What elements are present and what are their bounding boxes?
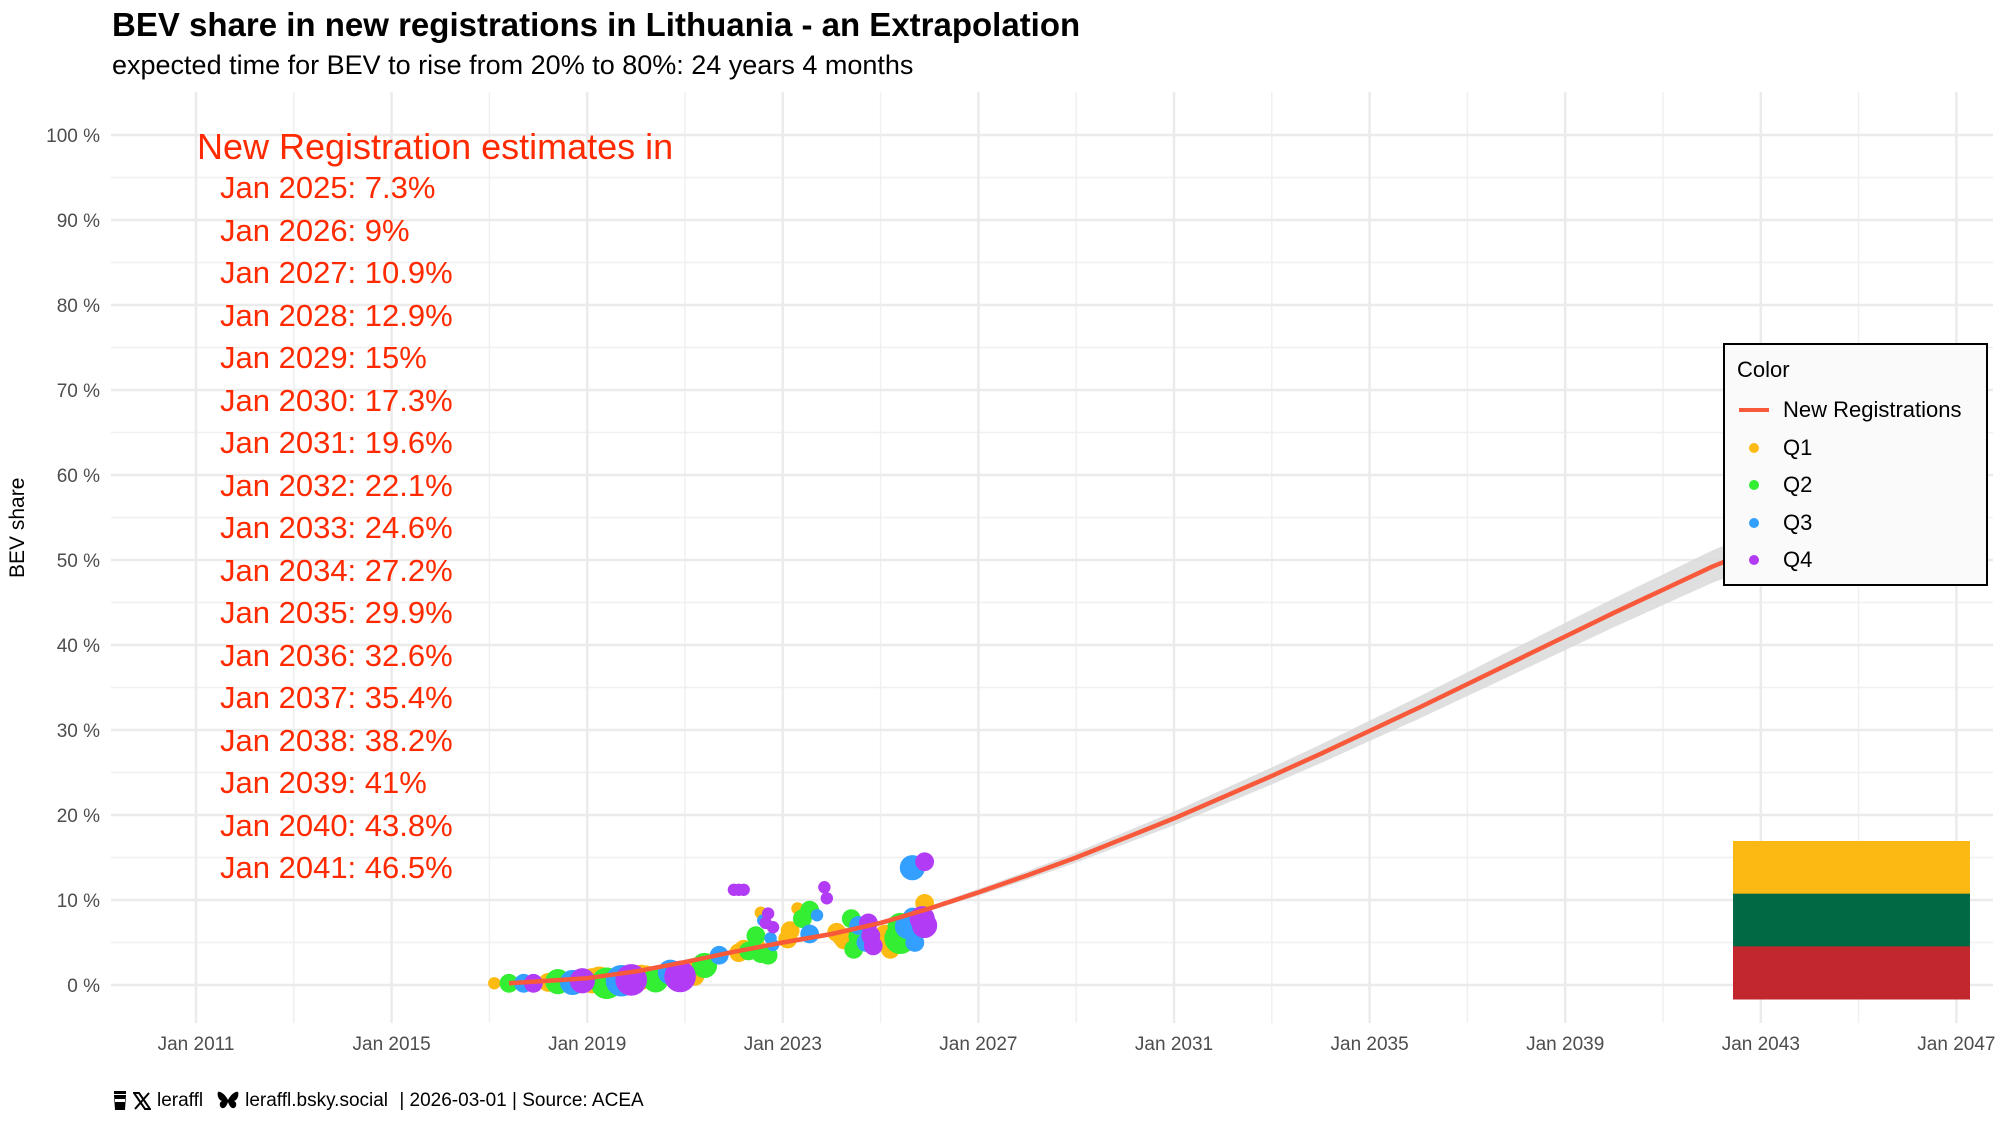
data-point-q1 (780, 921, 800, 940)
flag-stripe (1733, 841, 1970, 895)
legend-dot-key-icon (1737, 508, 1771, 538)
y-tick-label: 100 % (46, 126, 100, 147)
x-logo-icon (133, 1092, 151, 1110)
data-point-q3 (810, 909, 824, 922)
y-tick-label: 30 % (57, 721, 100, 742)
x-tick-label: Jan 2043 (1722, 1034, 1800, 1055)
y-tick-label: 90 % (57, 211, 100, 232)
annotation-line: Jan 2041: 46.5% (220, 850, 453, 885)
x-tick-label: Jan 2031 (1135, 1034, 1213, 1055)
annotation-line: Jan 2037: 35.4% (220, 680, 453, 715)
y-tick-label: 20 % (57, 806, 100, 827)
chart-title: BEV share in new registrations in Lithua… (112, 6, 1081, 43)
y-tick-label: 10 % (57, 891, 100, 912)
data-point-q1 (488, 977, 501, 990)
bsky-handle[interactable]: leraffl.bsky.social (245, 1090, 389, 1111)
chart-subtitle: expected time for BEV to rise from 20% t… (112, 50, 914, 80)
y-tick-label: 60 % (57, 466, 100, 487)
x-handle[interactable]: leraffl (157, 1090, 204, 1111)
y-tick-label: 0 % (67, 976, 100, 997)
x-tick-labels: Jan 2011 Jan 2015 Jan 2019 Jan 2023 Jan 2027… (158, 1034, 1996, 1055)
annotation-heading: New Registration estimates in (197, 126, 674, 167)
y-tick-label: 70 % (57, 381, 100, 402)
x-tick-label: Jan 2035 (1331, 1034, 1409, 1055)
data-point-q4 (915, 852, 935, 872)
data-point-q4 (737, 883, 750, 896)
y-tick-labels: 0 % 10 % 20 % 30 % 40 % 50 % 60 % 70 % 80 % 90 % 1… (46, 126, 100, 997)
annotation-line: Jan 2025: 7.3% (220, 170, 436, 205)
caption: leraffl leraffl.bsky.social | 2026-03-01… (113, 1090, 644, 1112)
confidence-ribbon-layer (508, 537, 1742, 985)
y-tick-label: 40 % (57, 636, 100, 657)
y-tick-label: 80 % (57, 296, 100, 317)
annotation-line: Jan 2026: 9% (220, 212, 410, 248)
fit-line-layer (508, 552, 1743, 986)
legend: Color New Registrations Q1 Q2 Q3 Q4 (1723, 343, 1988, 586)
data-point-q4 (912, 912, 938, 939)
data-point-q2 (746, 926, 766, 946)
data-point-q4 (818, 881, 831, 894)
annotation-line: Jan 2029: 15% (220, 340, 427, 375)
x-tick-label: Jan 2011 (158, 1034, 235, 1055)
butterfly-icon (217, 1091, 239, 1111)
legend-label: Q1 (1783, 434, 1813, 460)
legend-dot-key-icon (1737, 433, 1771, 463)
x-tick-label: Jan 2047 (1917, 1034, 1995, 1055)
legend-label: Q4 (1783, 547, 1813, 572)
y-tick-label: 50 % (57, 551, 100, 572)
x-tick-label: Jan 2039 (1526, 1034, 1604, 1055)
annotation-line: Jan 2034: 27.2% (220, 552, 453, 588)
caption-date-source: | 2026-03-01 | Source: ACEA (394, 1090, 644, 1111)
confidence-ribbon (508, 537, 1742, 985)
lithuania-flag (1733, 841, 1970, 1000)
annotation-line: Jan 2032: 22.1% (220, 467, 453, 503)
legend-label: Q2 (1783, 472, 1813, 497)
annotation-line: Jan 2031: 19.6% (220, 425, 453, 460)
x-tick-label: Jan 2015 (353, 1034, 431, 1055)
annotation-line: Jan 2036: 32.6% (220, 637, 453, 673)
legend-label: Q3 (1783, 509, 1813, 535)
grid (111, 92, 1993, 1023)
annotation-line: Jan 2027: 10.9% (220, 255, 453, 290)
legend-dot-key-icon (1737, 470, 1771, 500)
legend-item-q1: Q1 (1737, 433, 1812, 463)
annotation-line: Jan 2035: 29.9% (220, 595, 453, 630)
data-point-q3 (905, 933, 925, 952)
x-tick-label: Jan 2023 (744, 1034, 822, 1055)
legend-item-q4: Q4 (1737, 545, 1812, 575)
legend-dot-key-icon (1737, 545, 1771, 575)
data-point-q4 (761, 907, 775, 920)
legend-line-key-icon (1737, 395, 1771, 425)
data-point-q4 (820, 892, 834, 905)
annotation-line: Jan 2039: 41% (220, 765, 427, 800)
flag-stripe (1733, 946, 1970, 1000)
annotation-line: Jan 2040: 43.8% (220, 807, 453, 843)
fit-line (508, 552, 1743, 986)
legend-item-new-registrations: New Registrations (1737, 395, 1962, 425)
flag-stripe (1733, 893, 1970, 947)
legend-item-q2: Q2 (1737, 470, 1812, 500)
annotation-line: Jan 2028: 12.9% (220, 297, 453, 333)
data-point-q4 (664, 960, 696, 993)
annotation-line: Jan 2038: 38.2% (220, 722, 453, 758)
annotation-line: Jan 2030: 17.3% (220, 382, 453, 418)
data-point-q4 (766, 921, 780, 934)
coffee-cup-icon (113, 1091, 127, 1111)
legend-item-q3: Q3 (1737, 508, 1812, 538)
legend-title: Color (1737, 357, 1790, 382)
x-tick-label: Jan 2027 (939, 1034, 1017, 1055)
x-tick-label: Jan 2019 (548, 1034, 626, 1055)
data-point-q4 (863, 936, 883, 956)
legend-label: New Registrations (1783, 397, 1962, 422)
annotation-line: Jan 2033: 24.6% (220, 510, 453, 545)
